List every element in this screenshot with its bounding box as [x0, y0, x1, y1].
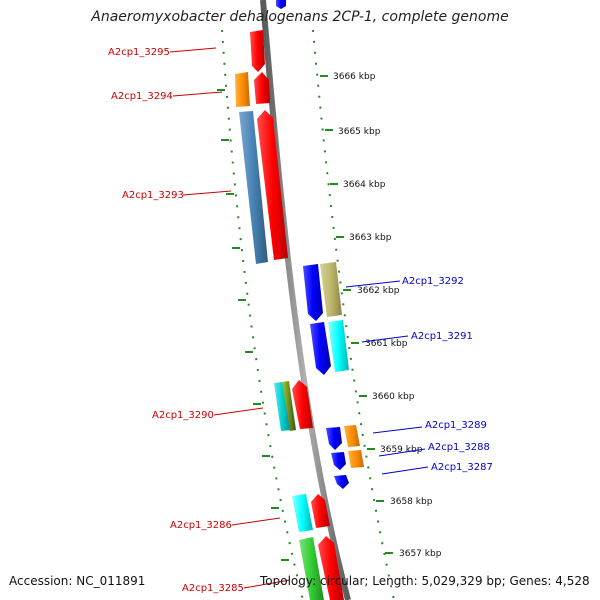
forward-gene-labels: A2cp1_3295 A2cp1_3294 A2cp1_3293 A2cp1_3…	[108, 47, 291, 594]
gene-a2cp1-3286b	[311, 494, 330, 528]
gene-a2cp1-3291	[328, 320, 349, 372]
gene-label-a2cp1-3290[interactable]: A2cp1_3290	[152, 410, 214, 421]
scale-label-3665: 3665 kbp	[338, 127, 381, 137]
gene-a2cp1-3291-blue	[310, 322, 331, 375]
gene-a2cp1-3290c	[292, 380, 313, 429]
scale-label-3662: 3662 kbp	[357, 286, 400, 296]
gene-label-a2cp1-3285[interactable]: A2cp1_3285	[182, 583, 244, 594]
gene-label-a2cp1-3289[interactable]: A2cp1_3289	[425, 420, 487, 431]
gene-a2cp1-3294b	[254, 72, 270, 104]
gene-a2cp1-3285b	[318, 536, 344, 600]
scale-label-3666: 3666 kbp	[333, 72, 376, 82]
scale-label-3664: 3664 kbp	[343, 180, 386, 190]
genome-summary-text: Topology: circular; Length: 5,029,329 bp…	[260, 574, 590, 588]
reverse-strand-genes	[303, 262, 364, 489]
gene-a2cp1-3292-blue	[303, 264, 323, 321]
gene-a2cp1-3290	[274, 382, 291, 431]
accession-text: Accession: NC_011891	[9, 574, 146, 588]
scale-label-3657: 3657 kbp	[399, 549, 442, 559]
gene-a2cp1-3289-blue	[326, 427, 342, 450]
gene-a2cp1-3286	[292, 494, 313, 532]
gene-label-a2cp1-3291[interactable]: A2cp1_3291	[411, 331, 473, 342]
gene-a2cp1-3289	[344, 425, 360, 447]
gene-label-a2cp1-3295[interactable]: A2cp1_3295	[108, 47, 170, 58]
gene-label-a2cp1-3287[interactable]: A2cp1_3287	[431, 462, 493, 473]
scale-label-3659: 3659 kbp	[380, 445, 423, 455]
map-title: Anaeromyxobacter dehalogenans 2CP-1, com…	[91, 9, 509, 25]
scale-label-3661: 3661 kbp	[365, 339, 408, 349]
gene-label-a2cp1-3294[interactable]: A2cp1_3294	[111, 91, 173, 102]
scale-labels: 3666 kbp 3665 kbp 3664 kbp 3663 kbp 3662…	[333, 72, 442, 559]
gene-a2cp1-3288-blue	[331, 452, 346, 470]
gene-label-a2cp1-3288[interactable]: A2cp1_3288	[428, 442, 490, 453]
gene-a2cp1-3294	[235, 72, 250, 107]
gene-a2cp1-3295	[250, 30, 265, 72]
gene-arrow-clipped-top	[276, 0, 286, 9]
reverse-gene-labels: A2cp1_3292 A2cp1_3291 A2cp1_3289 A2cp1_3…	[345, 276, 493, 475]
gene-a2cp1-3285	[299, 537, 324, 600]
gene-a2cp1-3293	[239, 111, 268, 264]
forward-strand-genes	[235, 30, 344, 600]
gene-a2cp1-3290b	[282, 381, 296, 431]
scale-label-3658: 3658 kbp	[390, 497, 433, 507]
scale-label-3660: 3660 kbp	[372, 392, 415, 402]
gene-a2cp1-3293b	[257, 110, 288, 260]
gene-a2cp1-3287	[334, 475, 349, 489]
gene-label-a2cp1-3293[interactable]: A2cp1_3293	[122, 190, 184, 201]
gene-label-a2cp1-3292[interactable]: A2cp1_3292	[402, 276, 464, 287]
scale-label-3663: 3663 kbp	[349, 233, 392, 243]
major-ticks	[217, 75, 393, 561]
gene-a2cp1-3292	[320, 262, 342, 317]
gene-a2cp1-3288	[348, 450, 364, 468]
gene-label-a2cp1-3286[interactable]: A2cp1_3286	[170, 520, 232, 531]
genome-backbone	[260, 0, 351, 600]
